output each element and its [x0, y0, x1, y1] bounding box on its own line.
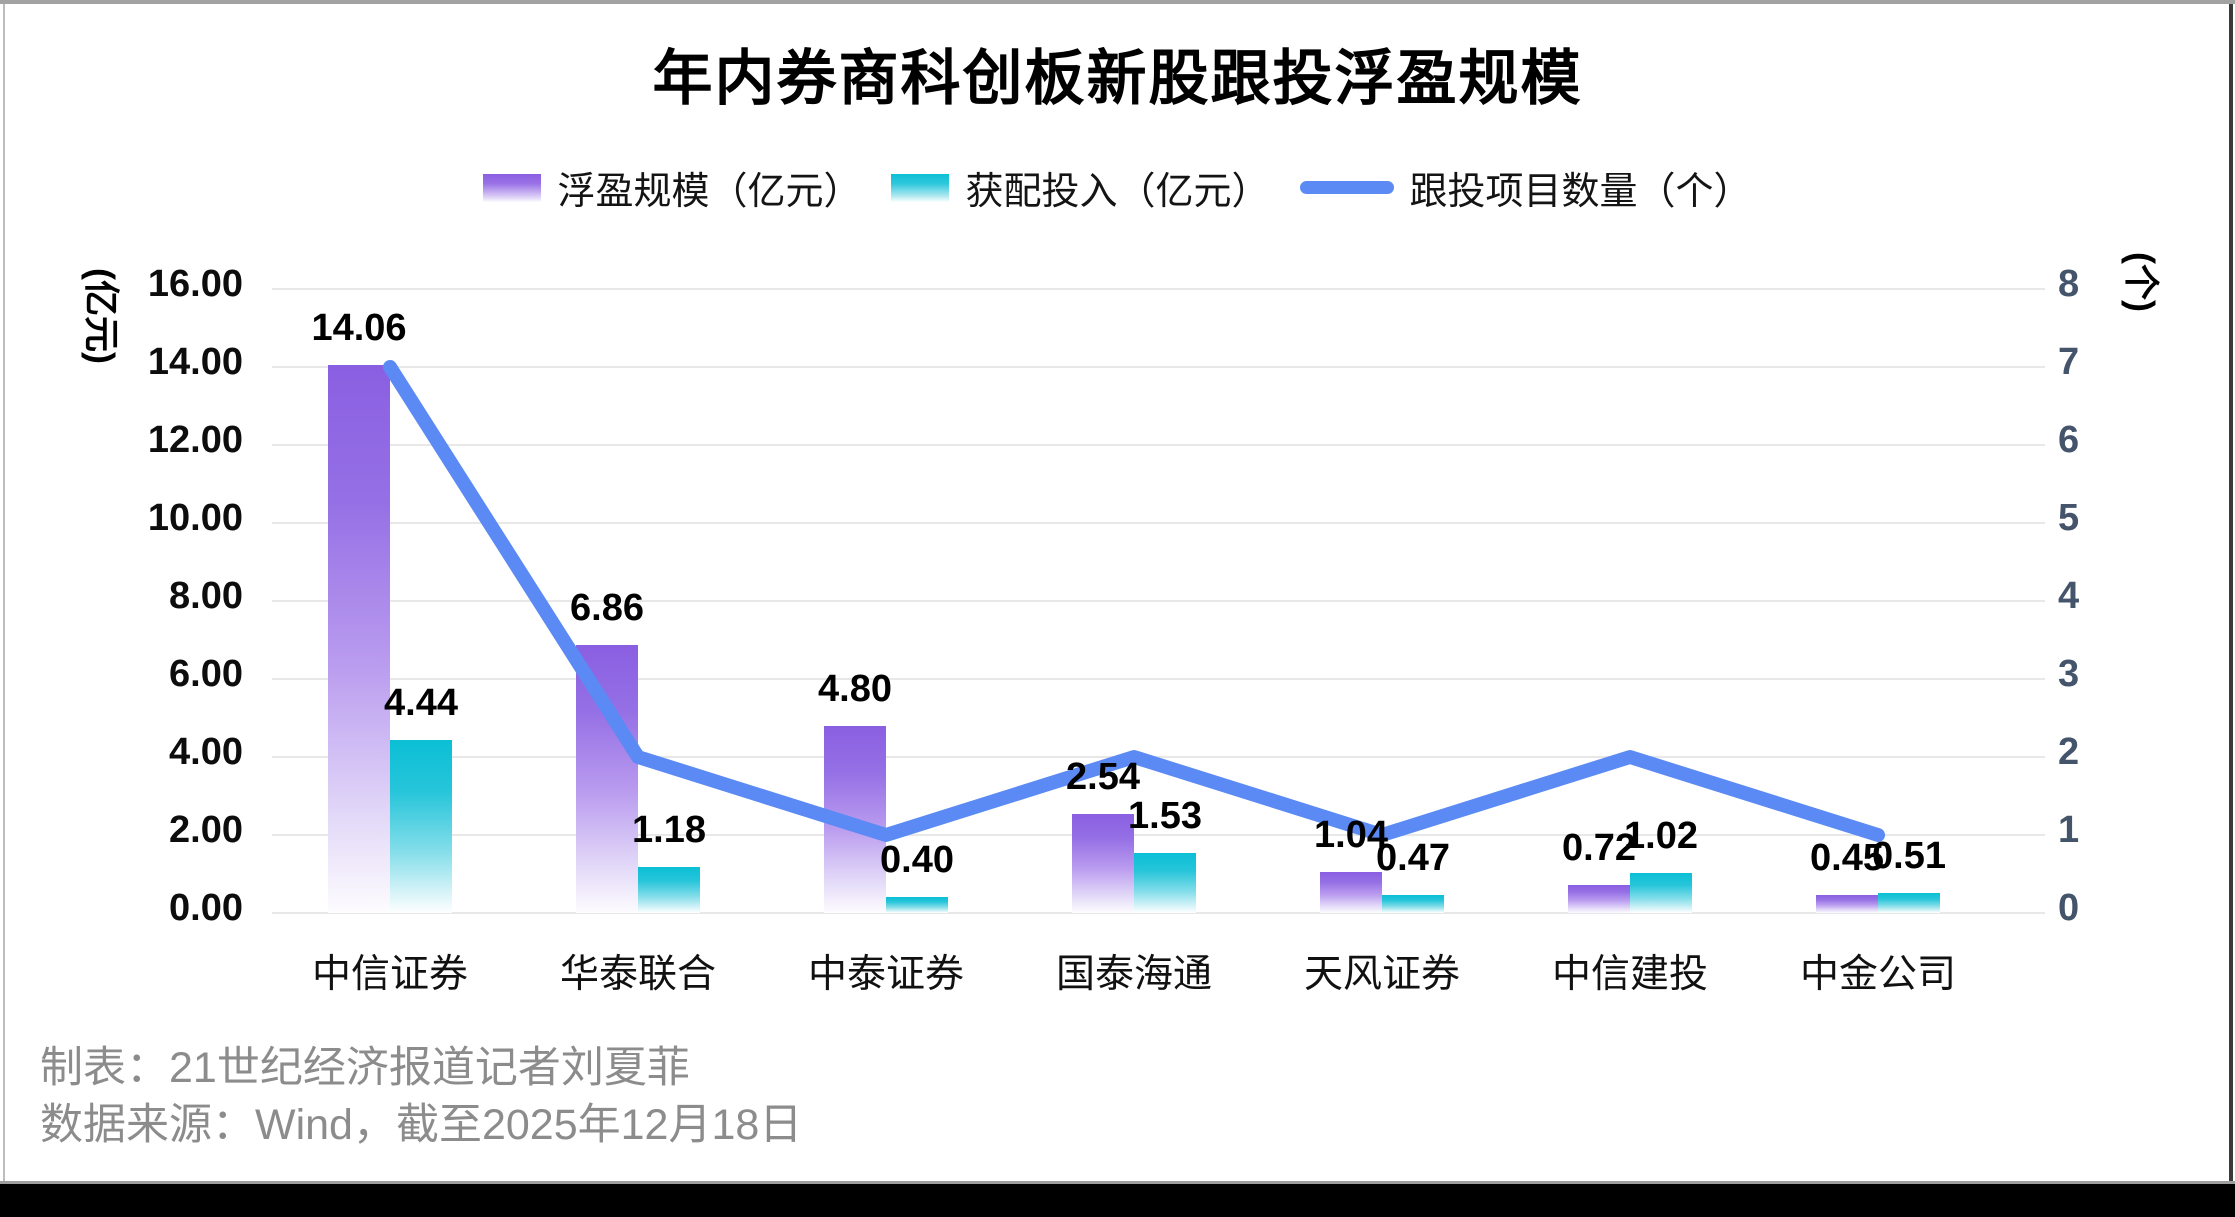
bar-value-label: 4.80 [818, 667, 892, 710]
investment-bar [886, 897, 948, 913]
bar-value-label: 0.40 [880, 839, 954, 882]
chart-canvas: 年内券商科创板新股跟投浮盈规模 浮盈规模（亿元） 获配投入（亿元） 跟投项目数量… [0, 0, 2235, 1181]
investment-bar [390, 739, 452, 913]
bar-value-label: 1.04 [1314, 814, 1388, 857]
left-axis-tick: 4.00 [169, 731, 243, 773]
bar-value-label: 4.44 [384, 681, 458, 724]
gridline [272, 600, 2045, 602]
left-axis-tick: 0.00 [169, 887, 243, 929]
right-axis-tick: 3 [2058, 653, 2080, 695]
bar-value-label: 1.18 [632, 808, 706, 851]
count-line-path [383, 360, 1885, 842]
footer-source: 数据来源：Wind，截至2025年12月18日 [40, 1101, 803, 1149]
teal-bar-swatch-icon [891, 173, 950, 202]
purple-bar-swatch-icon [483, 173, 542, 202]
window-left-border [3, 4, 5, 1181]
bar-value-label: 6.86 [570, 587, 644, 630]
bar-value-label: 14.06 [311, 306, 407, 349]
right-axis-tick: 8 [2058, 263, 2080, 305]
profit-bar [1568, 884, 1630, 913]
profit-bar [1816, 895, 1878, 913]
investment-bar [1382, 894, 1444, 913]
bar-value-label: 0.51 [1872, 835, 1946, 878]
bar-value-label: 1.02 [1624, 815, 1698, 858]
legend-item-profit: 浮盈规模（亿元） [483, 160, 861, 215]
left-axis-tick: 6.00 [169, 653, 243, 695]
bar-value-label: 0.72 [1562, 826, 1636, 869]
blue-line-swatch-icon [1299, 181, 1394, 194]
legend-label-invest: 获配投入（亿元） [965, 171, 1270, 213]
left-axis-tick: 10.00 [147, 497, 243, 539]
profit-bar [1072, 813, 1134, 913]
investment-bar [1878, 893, 1940, 913]
chart-title: 年内券商科创板新股跟投浮盈规模 [652, 45, 1583, 112]
plot-area: 16.00 8 14.00 7 12.00 6 10.00 5 8.00 4 6.00 3 4.00 2 2… [147, 263, 2080, 996]
bar-value-label: 0.47 [1376, 836, 1450, 879]
investment-bar [638, 866, 700, 913]
right-axis-tick: 7 [2058, 341, 2080, 383]
gridline [272, 288, 2045, 290]
right-axis-tick: 6 [2058, 419, 2080, 461]
right-axis-tick: 1 [2058, 809, 2080, 851]
legend-label-count: 跟投项目数量（个） [1409, 171, 1752, 213]
right-axis-tick: 0 [2058, 887, 2080, 929]
category-label: 中信建投 [1551, 953, 1709, 996]
category-label: 国泰海通 [1055, 953, 1213, 996]
category-label: 中泰证券 [807, 953, 965, 996]
window-bottom-border [0, 1181, 2235, 1184]
gridline [272, 444, 2045, 446]
gridline [272, 756, 2045, 758]
category-label: 华泰联合 [559, 953, 717, 996]
window-top-border [0, 0, 2235, 4]
legend-item-invest: 获配投入（亿元） [891, 160, 1270, 215]
gridline [272, 834, 2045, 836]
chart-footer: 制表：21世纪经济报道记者刘夏菲 数据来源：Wind，截至2025年12月18日 [40, 1040, 802, 1154]
gridline [272, 366, 2045, 368]
investment-bar [1630, 873, 1692, 913]
legend-label-profit: 浮盈规模（亿元） [557, 171, 862, 213]
left-axis-tick: 8.00 [169, 575, 243, 617]
bar-value-label: 1.53 [1128, 795, 1202, 838]
window-bottom-bar [0, 1184, 2235, 1217]
window-right-border [2229, 4, 2233, 1181]
category-label: 中金公司 [1799, 953, 1957, 996]
left-axis-tick: 2.00 [169, 809, 243, 851]
investment-bar [1134, 853, 1196, 913]
left-axis-tick: 12.00 [147, 419, 243, 461]
count-line [383, 360, 1885, 842]
gridline [272, 678, 2045, 680]
category-label: 天风证券 [1303, 953, 1461, 996]
right-axis-tick: 4 [2058, 575, 2080, 617]
left-axis-tick: 16.00 [147, 263, 243, 305]
profit-bar [576, 645, 638, 913]
right-axis-tick: 5 [2058, 497, 2080, 539]
bar-value-label: 0.45 [1810, 837, 1884, 880]
gridline [272, 522, 2045, 524]
category-label: 中信证券 [311, 953, 469, 996]
legend-item-count: 跟投项目数量（个） [1299, 160, 1752, 215]
legend: 浮盈规模（亿元） 获配投入（亿元） 跟投项目数量（个） [0, 160, 2235, 215]
left-axis-tick: 14.00 [147, 341, 243, 383]
footer-credit: 制表：21世纪经济报道记者刘夏菲 [40, 1044, 690, 1092]
gridline [272, 912, 2045, 914]
right-axis-tick: 2 [2058, 731, 2080, 773]
profit-bar [328, 364, 390, 913]
profit-bar [1320, 872, 1382, 913]
bar-value-label: 2.54 [1066, 755, 1140, 798]
